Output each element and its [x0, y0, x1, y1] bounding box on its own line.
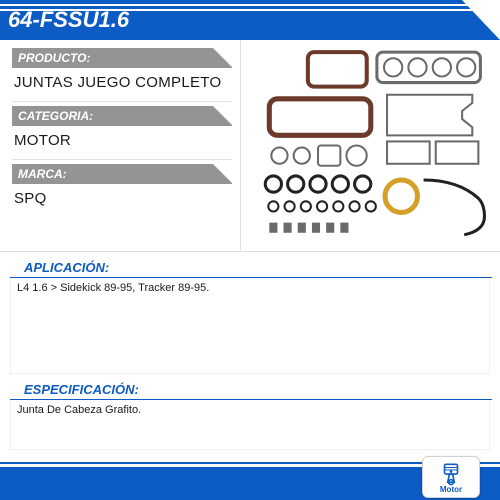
- badge-caption: Motor: [440, 485, 462, 494]
- producto-header: PRODUCTO:: [12, 48, 232, 68]
- aplicacion-text: L4 1.6 > Sidekick 89-95, Tracker 89-95.: [10, 278, 490, 374]
- decor-cut: [213, 106, 233, 126]
- decor-cut: [462, 0, 500, 40]
- decor-cut: [213, 48, 233, 68]
- especificacion-label: ESPECIFICACIÓN:: [10, 376, 492, 400]
- product-image: [240, 40, 500, 251]
- category-badge: Motor: [422, 456, 480, 498]
- footer: Motor: [0, 454, 500, 500]
- categoria-header: CATEGORIA:: [12, 106, 232, 126]
- marca-header: MARCA:: [12, 164, 232, 184]
- piston-icon: [438, 461, 464, 487]
- aplicacion-label: APLICACIÓN:: [10, 254, 492, 278]
- main-row: PRODUCTO: JUNTAS JUEGO COMPLETO CATEGORI…: [0, 40, 500, 252]
- part-number-title: 64-FSSU1.6: [8, 7, 129, 33]
- marca-label: MARCA:: [18, 167, 67, 181]
- gasket-set-illustration: [249, 44, 493, 247]
- producto-label: PRODUCTO:: [18, 51, 90, 65]
- decor-cut: [213, 164, 233, 184]
- producto-value: JUNTAS JUEGO COMPLETO: [12, 68, 232, 102]
- especificacion-text: Junta De Cabeza Grafito.: [10, 400, 490, 450]
- categoria-value: MOTOR: [12, 126, 232, 160]
- title-bar: 64-FSSU1.6: [0, 0, 500, 40]
- marca-value: SPQ: [12, 184, 232, 217]
- categoria-label: CATEGORIA:: [18, 109, 93, 123]
- info-column: PRODUCTO: JUNTAS JUEGO COMPLETO CATEGORI…: [0, 40, 240, 251]
- decor-stripe: [0, 4, 500, 6]
